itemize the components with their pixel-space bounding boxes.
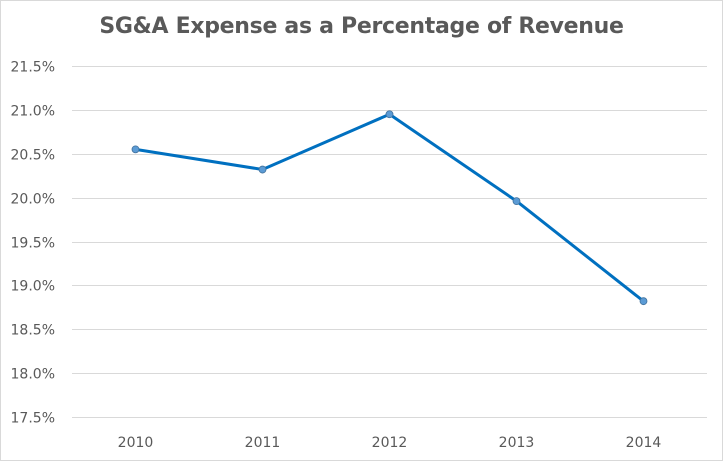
data-point-2010[interactable] bbox=[131, 145, 140, 154]
data-point-2014[interactable] bbox=[639, 297, 648, 306]
y-tick-label: 21.5% bbox=[11, 60, 55, 76]
x-tick-label: 2011 bbox=[245, 435, 281, 451]
data-point-2013[interactable] bbox=[512, 197, 521, 206]
x-tick-label: 2014 bbox=[626, 435, 662, 451]
gridlines bbox=[72, 66, 707, 418]
x-tick-label: 2012 bbox=[372, 435, 408, 451]
data-point-2012[interactable] bbox=[385, 110, 394, 119]
series-line bbox=[135, 112, 645, 303]
x-tick-label: 2010 bbox=[118, 435, 154, 451]
y-tick-label: 19.5% bbox=[11, 236, 55, 252]
y-tick-label: 21.0% bbox=[11, 104, 55, 120]
y-tick-label: 18.0% bbox=[11, 367, 55, 383]
y-tick-label: 19.0% bbox=[11, 279, 55, 295]
series-line-group bbox=[135, 112, 645, 303]
series-markers bbox=[131, 110, 648, 306]
y-tick-label: 17.5% bbox=[11, 411, 55, 427]
data-point-2011[interactable] bbox=[258, 165, 267, 174]
x-tick-label: 2013 bbox=[499, 435, 535, 451]
y-tick-label: 20.5% bbox=[11, 148, 55, 164]
chart-title: SG&A Expense as a Percentage of Revenue bbox=[99, 14, 624, 39]
y-tick-label: 18.5% bbox=[11, 323, 55, 339]
x-axis-tick-labels: 2010 2011 2012 2013 2014 bbox=[118, 435, 662, 451]
y-tick-label: 20.0% bbox=[11, 192, 55, 208]
y-axis-tick-labels: 17.5% 18.0% 18.5% 19.0% 19.5% 20.0% 20.5% 21.0%… bbox=[11, 60, 55, 427]
